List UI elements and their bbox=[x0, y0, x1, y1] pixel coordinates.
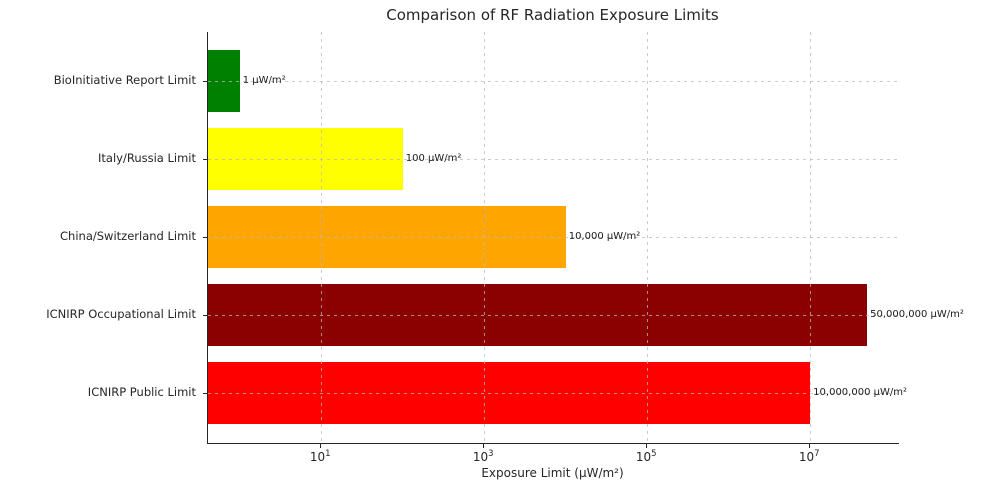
x-tick-label: 103 bbox=[453, 449, 513, 464]
bar-value-label: 10,000 μW/m² bbox=[568, 230, 641, 242]
y-category-label: China/Switzerland Limit bbox=[60, 228, 196, 243]
plot-area bbox=[207, 32, 899, 444]
y-gridline bbox=[208, 393, 899, 394]
bar-value-label: 50,000,000 μW/m² bbox=[870, 308, 964, 320]
x-tick-label: 107 bbox=[779, 449, 839, 464]
y-category-label: Italy/Russia Limit bbox=[98, 150, 196, 165]
x-tick-exponent: 7 bbox=[814, 449, 820, 459]
x-tick-mark bbox=[809, 444, 811, 448]
y-tick-mark bbox=[203, 314, 207, 316]
x-tick-exponent: 3 bbox=[488, 449, 494, 459]
bar-value-label: 10,000,000 μW/m² bbox=[813, 387, 907, 398]
x-tick-base: 10 bbox=[635, 450, 652, 464]
x-tick-base: 10 bbox=[309, 450, 326, 464]
y-gridline bbox=[208, 80, 899, 82]
x-axis-label: Exposure Limit (μW/m²) bbox=[481, 466, 624, 480]
chart-title: Comparison of RF Radiation Exposure Limi… bbox=[386, 6, 719, 24]
y-gridline bbox=[208, 314, 899, 316]
y-category-label: ICNIRP Public Limit bbox=[87, 385, 196, 399]
x-tick-label: 105 bbox=[616, 449, 676, 464]
x-tick-label: 101 bbox=[290, 449, 350, 464]
bar-value-label: 100 μW/m² bbox=[405, 152, 462, 164]
y-category-label: BioInitiative Report Limit bbox=[53, 72, 196, 87]
x-tick-exponent: 1 bbox=[325, 449, 331, 459]
y-tick-mark bbox=[203, 393, 207, 394]
y-tick-mark bbox=[203, 80, 207, 82]
x-tick-mark bbox=[483, 444, 485, 448]
x-tick-mark bbox=[320, 444, 322, 448]
bar-value-label: 1 μW/m² bbox=[242, 74, 286, 86]
x-tick-mark bbox=[646, 444, 648, 448]
x-tick-exponent: 5 bbox=[651, 449, 657, 459]
x-tick-base: 10 bbox=[472, 450, 489, 464]
y-tick-mark bbox=[203, 158, 207, 160]
y-category-label: ICNIRP Occupational Limit bbox=[46, 306, 196, 321]
y-gridline bbox=[208, 158, 899, 160]
x-tick-base: 10 bbox=[798, 450, 815, 464]
y-gridline bbox=[208, 236, 899, 238]
y-tick-mark bbox=[203, 236, 207, 238]
